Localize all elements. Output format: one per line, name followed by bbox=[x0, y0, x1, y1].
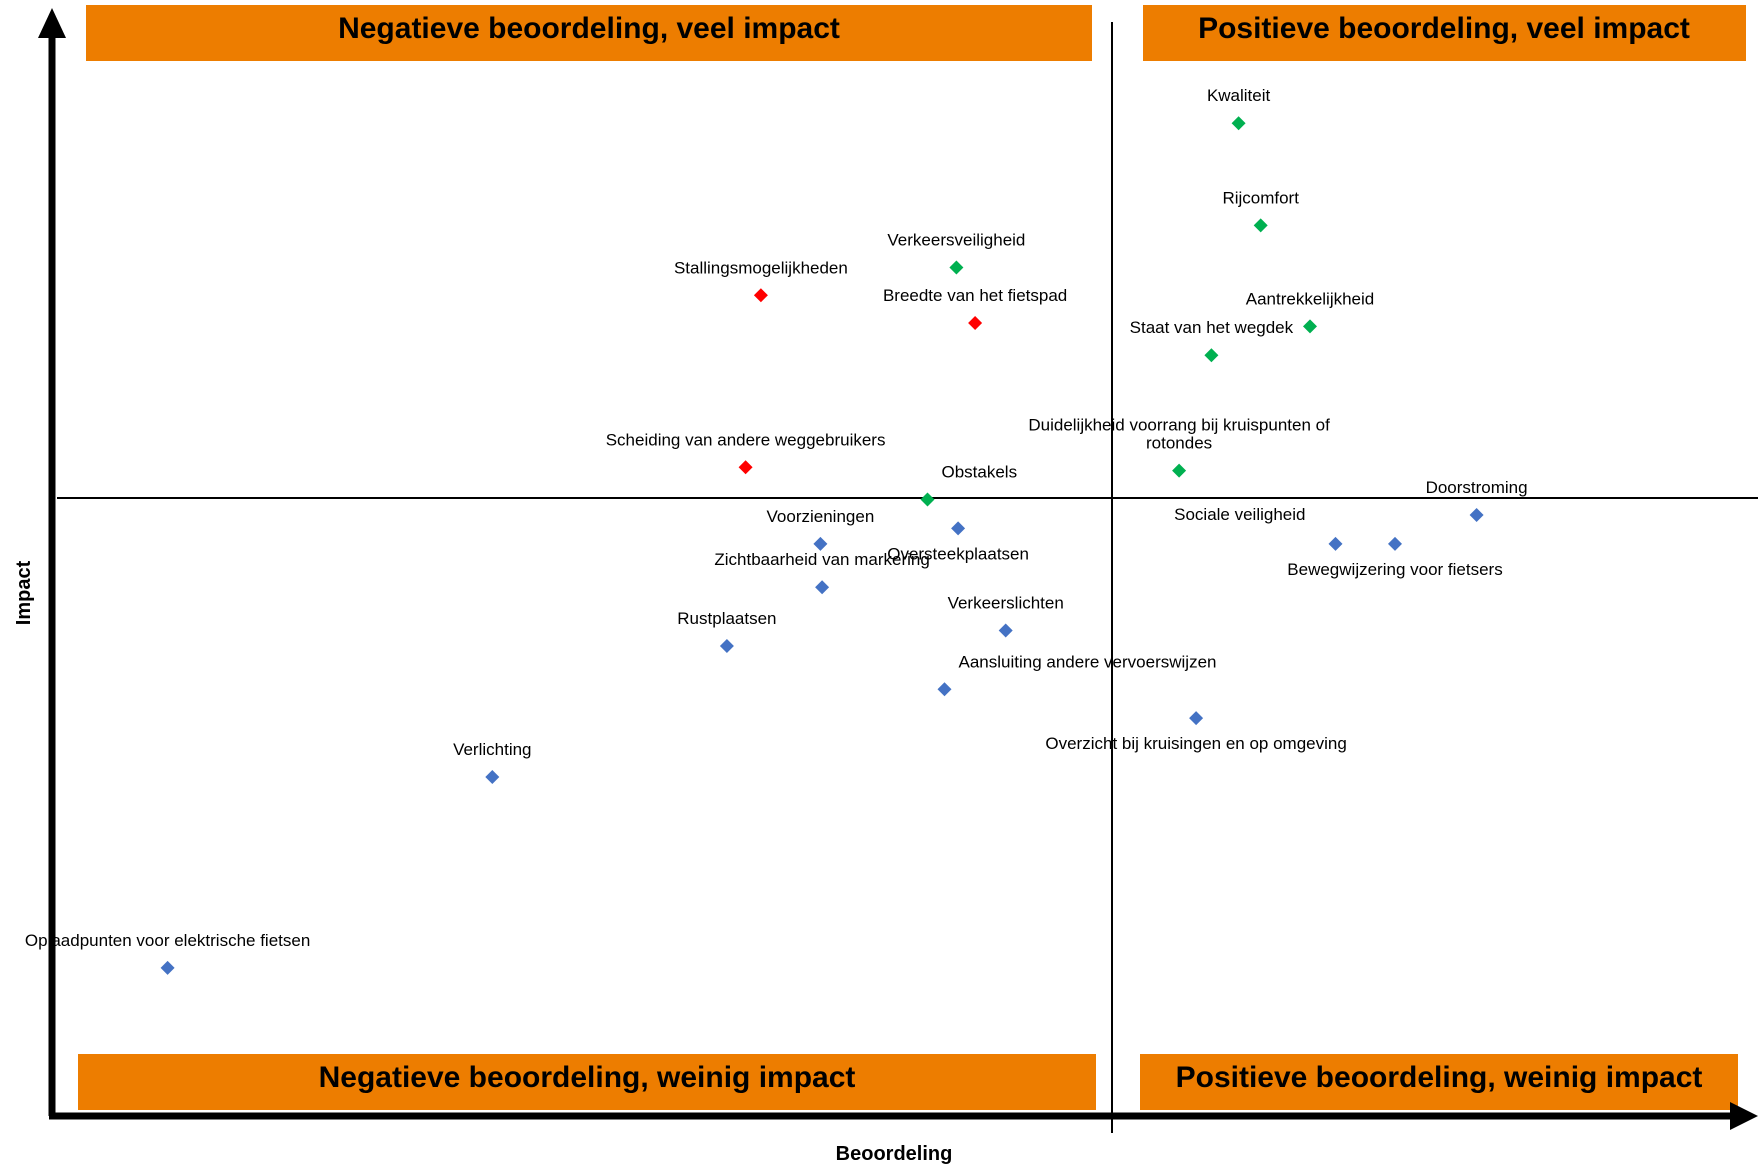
y-axis-arrow bbox=[38, 8, 66, 38]
quadrant-box-bottom-left bbox=[78, 1054, 1096, 1110]
point-aansluiting-andere-vervoerswijzen bbox=[937, 682, 952, 697]
point-stallingsmogelijkheden bbox=[753, 288, 768, 303]
point-obstakels bbox=[920, 492, 935, 507]
label-verlichting: Verlichting bbox=[453, 740, 531, 759]
quadrant-label-top-right: Positieve beoordeling, veel impact bbox=[1198, 12, 1690, 45]
quadrant-box-bottom-right bbox=[1140, 1054, 1738, 1110]
label-staat-van-het-wegdek: Staat van het wegdek bbox=[1130, 318, 1294, 337]
label-rijcomfort: Rijcomfort bbox=[1222, 188, 1299, 207]
point-aantrekkelijkheid bbox=[1303, 319, 1317, 334]
point-verlichting bbox=[485, 770, 500, 784]
quadrant-label-bottom-right: Positieve beoordeling, weinig impact bbox=[1176, 1061, 1703, 1094]
label-doorstroming: Doorstroming bbox=[1426, 478, 1528, 497]
label-verkeerslichten: Verkeerslichten bbox=[948, 593, 1064, 612]
label-verkeersveiligheid: Verkeersveiligheid bbox=[887, 231, 1025, 250]
quadrant-label-bottom-left: Negatieve beoordeling, weinig impact bbox=[319, 1061, 856, 1094]
data-points bbox=[160, 116, 1484, 975]
label-overzicht-bij-kruisingen-en-op-omgeving: Overzicht bij kruisingen en op omgeving bbox=[1045, 734, 1346, 753]
quadrant-box-top-left bbox=[86, 5, 1092, 61]
label-sociale-veiligheid: Sociale veiligheid bbox=[1174, 505, 1305, 524]
label-aantrekkelijkheid: Aantrekkelijkheid bbox=[1246, 289, 1375, 308]
point-overzicht-bij-kruisingen-en-op-omgeving bbox=[1189, 711, 1204, 726]
point-scheiding-van-andere-weggebruikers bbox=[738, 460, 753, 475]
x-axis-label: Beoordeling bbox=[836, 1143, 953, 1165]
point-doorstroming bbox=[1469, 508, 1484, 523]
label-oplaadpunten-voor-elektrische-fietsen: Oplaadpunten voor elektrische fietsen bbox=[25, 931, 310, 950]
label-breedte-van-het-fietspad: Breedte van het fietspad bbox=[883, 286, 1067, 305]
label-obstakels: Obstakels bbox=[942, 463, 1018, 482]
label-kwaliteit: Kwaliteit bbox=[1207, 86, 1271, 105]
label-aansluiting-andere-vervoerswijzen: Aansluiting andere vervoerswijzen bbox=[959, 652, 1217, 671]
quadrant-label-top-left: Negatieve beoordeling, veel impact bbox=[338, 12, 840, 45]
point-kwaliteit bbox=[1231, 116, 1246, 131]
label-scheiding-van-andere-weggebruikers: Scheiding van andere weggebruikers bbox=[606, 430, 886, 449]
point-voorzieningen bbox=[813, 536, 828, 551]
label-voorzieningen: Voorzieningen bbox=[767, 507, 875, 526]
label-stallingsmogelijkheden: Stallingsmogelijkheden bbox=[674, 258, 848, 277]
point-zichtbaarheid-van-markering bbox=[815, 580, 830, 595]
point-verkeerslichten bbox=[998, 623, 1013, 638]
point-bewegwijzering-voor-fietsers bbox=[1388, 536, 1402, 551]
data-labels: Kwaliteit Rijcomfort Verkeersveiligheid Aan… bbox=[25, 86, 1528, 950]
label-zichtbaarheid-van-markering: Zichtbaarheid van markering bbox=[714, 550, 929, 569]
x-axis-arrow bbox=[1730, 1102, 1758, 1130]
label-duidelijkheid-voorrang-bij-kruispunten-of-rotondes: Duidelijkheid voorrang bij kruispunten o… bbox=[1028, 416, 1330, 453]
label-oversteekplaatsen: Oversteekplaatsen bbox=[887, 544, 1029, 563]
point-oplaadpunten-voor-elektrische-fietsen bbox=[160, 960, 175, 975]
point-breedte-van-het-fietspad bbox=[968, 316, 983, 331]
label-bewegwijzering-voor-fietsers: Bewegwijzering voor fietsers bbox=[1287, 560, 1502, 579]
point-verkeersveiligheid bbox=[949, 260, 964, 275]
point-duidelijkheid-voorrang-bij-kruispunten-of-rotondes bbox=[1172, 463, 1187, 478]
quadrant-box-top-right bbox=[1143, 5, 1746, 61]
point-rijcomfort bbox=[1253, 218, 1268, 233]
point-oversteekplaatsen bbox=[951, 521, 966, 536]
y-axis-label: Impact bbox=[13, 560, 35, 625]
point-sociale-veiligheid bbox=[1328, 536, 1343, 551]
point-rustplaatsen bbox=[719, 639, 734, 654]
label-rustplaatsen: Rustplaatsen bbox=[677, 609, 776, 628]
point-staat-van-het-wegdek bbox=[1204, 348, 1219, 363]
